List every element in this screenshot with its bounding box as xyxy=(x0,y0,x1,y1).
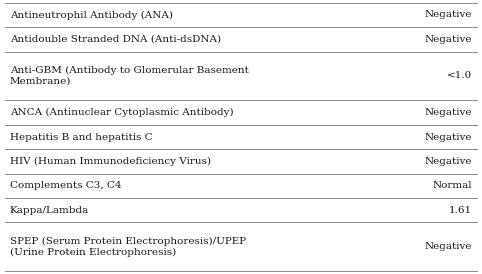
Text: Negative: Negative xyxy=(425,242,472,251)
Text: Negative: Negative xyxy=(425,35,472,44)
Text: Negative: Negative xyxy=(425,157,472,166)
Text: Negative: Negative xyxy=(425,108,472,117)
Text: HIV (Human Immunodeficiency Virus): HIV (Human Immunodeficiency Virus) xyxy=(10,157,211,166)
Text: 1.61: 1.61 xyxy=(449,206,472,215)
Text: Negative: Negative xyxy=(425,133,472,141)
Text: SPEP (Serum Protein Electrophoresis)/UPEP
(Urine Protein Electrophoresis): SPEP (Serum Protein Electrophoresis)/UPE… xyxy=(10,237,246,257)
Text: <1.0: <1.0 xyxy=(447,72,472,81)
Text: Normal: Normal xyxy=(433,181,472,190)
Text: Hepatitis B and hepatitis C: Hepatitis B and hepatitis C xyxy=(10,133,152,141)
Text: Anti-GBM (Antibody to Glomerular Basement
Membrane): Anti-GBM (Antibody to Glomerular Basemen… xyxy=(10,66,249,86)
Text: ANCA (Antinuclear Cytoplasmic Antibody): ANCA (Antinuclear Cytoplasmic Antibody) xyxy=(10,108,233,117)
Text: Complements C3, C4: Complements C3, C4 xyxy=(10,181,121,190)
Text: Negative: Negative xyxy=(425,10,472,19)
Text: Antidouble Stranded DNA (Anti-dsDNA): Antidouble Stranded DNA (Anti-dsDNA) xyxy=(10,35,221,44)
Text: Antineutrophil Antibody (ANA): Antineutrophil Antibody (ANA) xyxy=(10,10,173,19)
Text: Kappa/Lambda: Kappa/Lambda xyxy=(10,206,89,215)
